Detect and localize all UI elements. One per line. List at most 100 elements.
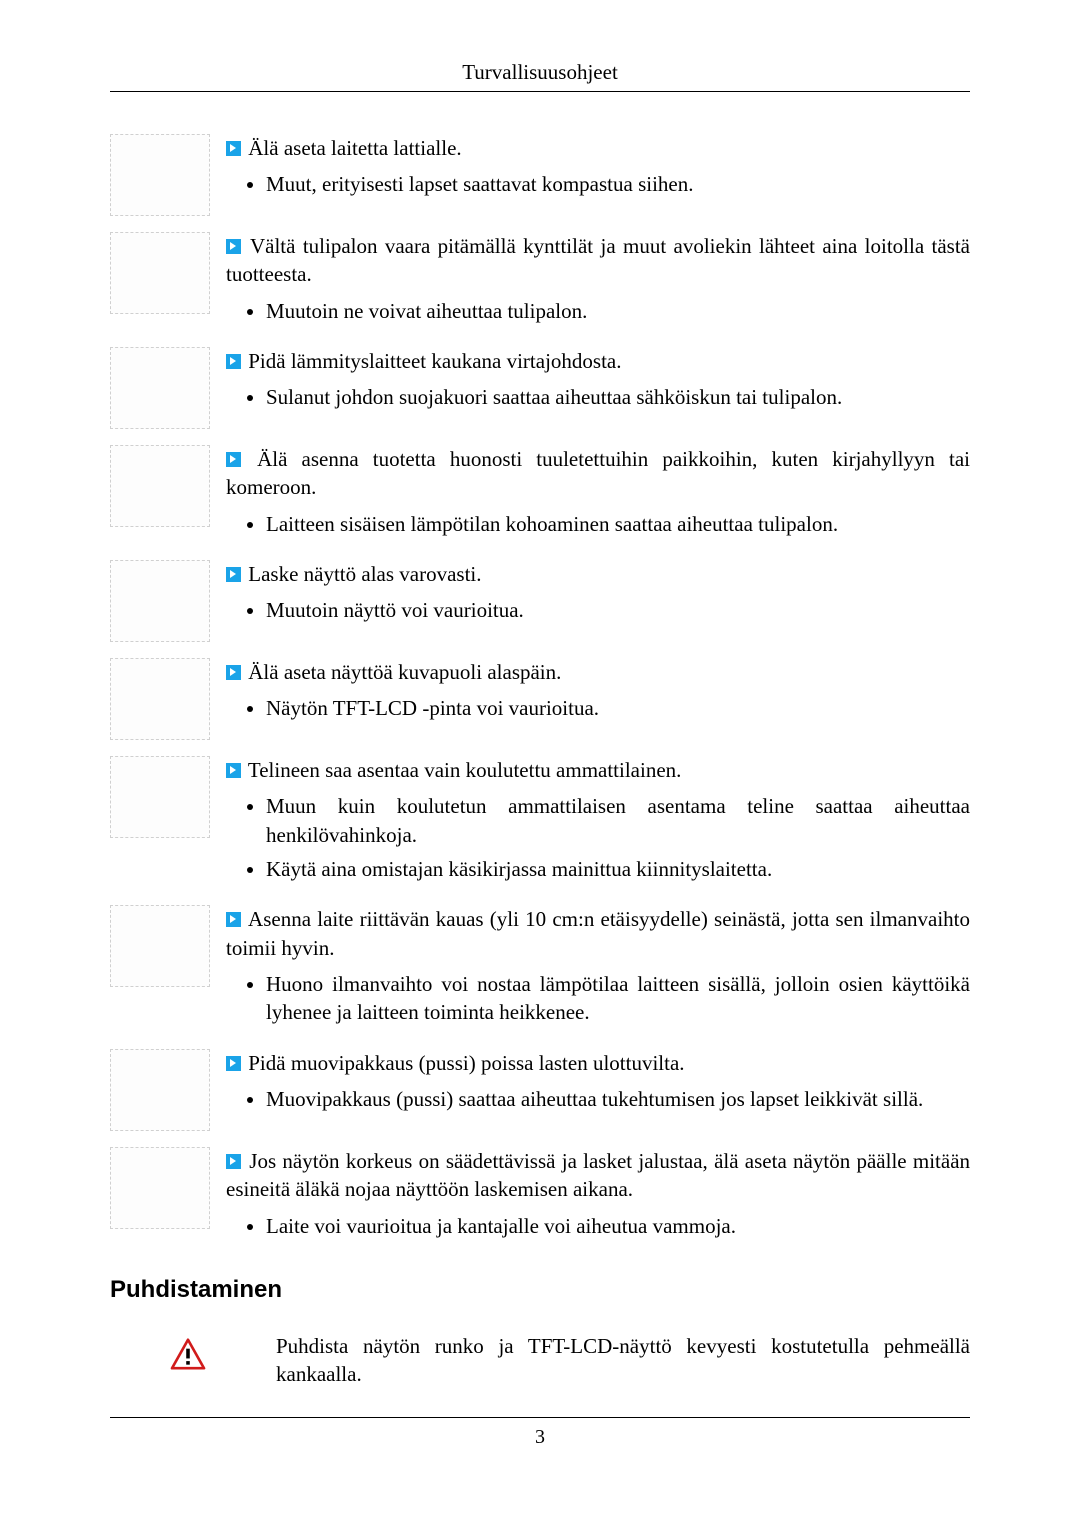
illustration-icon	[110, 756, 210, 838]
illustration-col	[110, 1049, 220, 1131]
illustration-col	[110, 905, 220, 987]
item-text: Älä aseta näyttöä kuvapuoli alaspäin. Nä…	[226, 658, 970, 729]
illustration-icon	[110, 445, 210, 527]
illustration-icon	[110, 347, 210, 429]
page: Turvallisuusohjeet Älä aseta laitetta la…	[0, 0, 1080, 1489]
heading-text: Telineen saa asentaa vain koulutettu amm…	[248, 758, 682, 782]
bullet-list: Muovipakkaus (pussi) saattaa aiheuttaa t…	[226, 1085, 970, 1113]
bullet-item: Muut, erityisesti lapset saattavat kompa…	[266, 170, 970, 198]
safety-item: Asenna laite riittävän kauas (yli 10 cm:…	[110, 905, 970, 1032]
arrow-icon	[226, 354, 241, 369]
bullet-list: Näytön TFT-LCD -pinta voi vaurioitua.	[226, 694, 970, 722]
arrow-icon	[226, 452, 241, 467]
item-text: Jos näytön korkeus on säädettävissä ja l…	[226, 1147, 970, 1246]
item-text: Älä aseta laitetta lattialle. Muut, erit…	[226, 134, 970, 205]
item-text: Laske näyttö alas varovasti. Muutoin näy…	[226, 560, 970, 631]
safety-item: Jos näytön korkeus on säädettävissä ja l…	[110, 1147, 970, 1246]
illustration-icon	[110, 1049, 210, 1131]
heading-text: Jos näytön korkeus on säädettävissä ja l…	[226, 1149, 970, 1201]
safety-item: Älä aseta laitetta lattialle. Muut, erit…	[110, 134, 970, 216]
item-heading: Älä aseta laitetta lattialle.	[226, 134, 970, 162]
arrow-icon	[226, 763, 241, 778]
heading-text: Älä aseta laitetta lattialle.	[248, 136, 461, 160]
illustration-icon	[110, 232, 210, 314]
footer-rule	[110, 1417, 970, 1418]
heading-text: Älä aseta näyttöä kuvapuoli alaspäin.	[248, 660, 561, 684]
heading-text: Pidä muovipakkaus (pussi) poissa lasten …	[248, 1051, 684, 1075]
bullet-item: Muovipakkaus (pussi) saattaa aiheuttaa t…	[266, 1085, 970, 1113]
item-text: Pidä lämmityslaitteet kaukana virtajohdo…	[226, 347, 970, 418]
item-text: Asenna laite riittävän kauas (yli 10 cm:…	[226, 905, 970, 1032]
item-text: Älä asenna tuotetta huonosti tuuletettui…	[226, 445, 970, 544]
item-heading: Älä aseta näyttöä kuvapuoli alaspäin.	[226, 658, 970, 686]
bullet-item: Näytön TFT-LCD -pinta voi vaurioitua.	[266, 694, 970, 722]
bullet-list: Muun kuin koulutetun ammattilaisen asent…	[226, 792, 970, 883]
illustration-col	[110, 1147, 220, 1229]
bullet-list: Laitteen sisäisen lämpötilan kohoaminen …	[226, 510, 970, 538]
bullet-list: Muut, erityisesti lapset saattavat kompa…	[226, 170, 970, 198]
bullet-list: Sulanut johdon suojakuori saattaa aiheut…	[226, 383, 970, 411]
item-heading: Asenna laite riittävän kauas (yli 10 cm:…	[226, 905, 970, 962]
item-heading: Laske näyttö alas varovasti.	[226, 560, 970, 588]
cleaning-intro-text: Puhdista näytön runko ja TFT-LCD-näyttö …	[276, 1332, 970, 1389]
warning-icon-col	[110, 1332, 270, 1375]
header-rule	[110, 91, 970, 92]
bullet-item: Laitteen sisäisen lämpötilan kohoaminen …	[266, 510, 970, 538]
bullet-list: Muutoin näyttö voi vaurioitua.	[226, 596, 970, 624]
section-heading-cleaning: Puhdistaminen	[110, 1276, 970, 1304]
bullet-item: Sulanut johdon suojakuori saattaa aiheut…	[266, 383, 970, 411]
item-heading: Pidä muovipakkaus (pussi) poissa lasten …	[226, 1049, 970, 1077]
arrow-icon	[226, 1056, 241, 1071]
bullet-item: Muutoin ne voivat aiheuttaa tulipalon.	[266, 297, 970, 325]
safety-item: Laske näyttö alas varovasti. Muutoin näy…	[110, 560, 970, 642]
item-heading: Älä asenna tuotetta huonosti tuuletettui…	[226, 445, 970, 502]
heading-text: Laske näyttö alas varovasti.	[248, 562, 481, 586]
bullet-item: Huono ilmanvaihto voi nostaa lämpötilaa …	[266, 970, 970, 1027]
arrow-icon	[226, 1154, 241, 1169]
heading-text: Vältä tulipalon vaara pitämällä kynttilä…	[226, 234, 970, 286]
bullet-item: Käytä aina omistajan käsikirjassa mainit…	[266, 855, 970, 883]
illustration-col	[110, 232, 220, 314]
bullet-list: Muutoin ne voivat aiheuttaa tulipalon.	[226, 297, 970, 325]
arrow-icon	[226, 912, 241, 927]
item-text: Vältä tulipalon vaara pitämällä kynttilä…	[226, 232, 970, 331]
page-header-title: Turvallisuusohjeet	[110, 60, 970, 85]
illustration-icon	[110, 905, 210, 987]
arrow-icon	[226, 141, 241, 156]
heading-text: Asenna laite riittävän kauas (yli 10 cm:…	[226, 907, 970, 959]
safety-item: Pidä muovipakkaus (pussi) poissa lasten …	[110, 1049, 970, 1131]
cleaning-intro-row: Puhdista näytön runko ja TFT-LCD-näyttö …	[110, 1332, 970, 1389]
item-text: Telineen saa asentaa vain koulutettu amm…	[226, 756, 970, 889]
bullet-list: Laite voi vaurioitua ja kantajalle voi a…	[226, 1212, 970, 1240]
illustration-col	[110, 560, 220, 642]
illustration-icon	[110, 560, 210, 642]
safety-item: Vältä tulipalon vaara pitämällä kynttilä…	[110, 232, 970, 331]
bullet-list: Huono ilmanvaihto voi nostaa lämpötilaa …	[226, 970, 970, 1027]
warning-triangle-icon	[170, 1338, 206, 1370]
illustration-col	[110, 347, 220, 429]
illustration-icon	[110, 134, 210, 216]
illustration-col	[110, 756, 220, 838]
item-heading: Jos näytön korkeus on säädettävissä ja l…	[226, 1147, 970, 1204]
bullet-item: Laite voi vaurioitua ja kantajalle voi a…	[266, 1212, 970, 1240]
safety-item: Telineen saa asentaa vain koulutettu amm…	[110, 756, 970, 889]
page-number: 3	[110, 1426, 970, 1449]
item-text: Pidä muovipakkaus (pussi) poissa lasten …	[226, 1049, 970, 1120]
safety-items: Älä aseta laitetta lattialle. Muut, erit…	[110, 134, 970, 1246]
safety-item: Pidä lämmityslaitteet kaukana virtajohdo…	[110, 347, 970, 429]
item-heading: Telineen saa asentaa vain koulutettu amm…	[226, 756, 970, 784]
bullet-item: Muutoin näyttö voi vaurioitua.	[266, 596, 970, 624]
safety-item: Älä aseta näyttöä kuvapuoli alaspäin. Nä…	[110, 658, 970, 740]
illustration-icon	[110, 1147, 210, 1229]
illustration-col	[110, 658, 220, 740]
illustration-icon	[110, 658, 210, 740]
arrow-icon	[226, 567, 241, 582]
bullet-item: Muun kuin koulutetun ammattilaisen asent…	[266, 792, 970, 849]
illustration-col	[110, 445, 220, 527]
arrow-icon	[226, 239, 241, 254]
item-heading: Pidä lämmityslaitteet kaukana virtajohdo…	[226, 347, 970, 375]
illustration-col	[110, 134, 220, 216]
item-heading: Vältä tulipalon vaara pitämällä kynttilä…	[226, 232, 970, 289]
heading-text: Pidä lämmityslaitteet kaukana virtajohdo…	[248, 349, 621, 373]
safety-item: Älä asenna tuotetta huonosti tuuletettui…	[110, 445, 970, 544]
